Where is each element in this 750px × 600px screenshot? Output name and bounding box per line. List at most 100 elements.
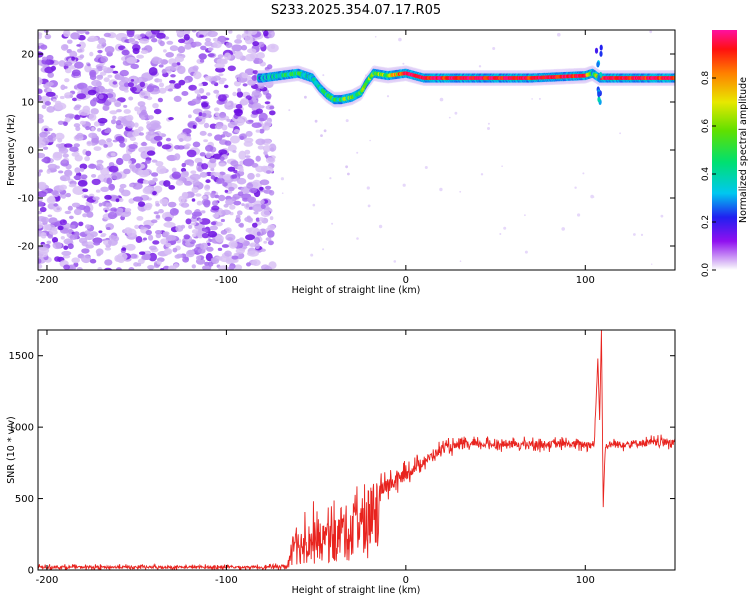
noise-blob <box>242 158 255 167</box>
noise-blob <box>130 63 139 70</box>
noise-blob <box>180 224 186 229</box>
noise-blob <box>135 236 143 243</box>
noise-blob <box>196 200 203 206</box>
noise-blob <box>267 230 275 238</box>
noise-blob <box>150 219 158 224</box>
disturbance-blob <box>596 61 600 68</box>
noise-blob <box>141 109 147 116</box>
snr-panel: 0 500 1000 1500 -200 -100 0 100 Height of stra… <box>6 329 676 596</box>
noise-dot <box>288 109 291 112</box>
x-tick-label: 0 <box>403 275 409 286</box>
noise-blob <box>207 132 213 137</box>
noise-blob <box>224 140 232 146</box>
noise-blob <box>169 80 176 84</box>
noise-blob <box>124 227 133 234</box>
noise-blob <box>174 55 184 63</box>
noise-blob <box>97 267 103 270</box>
noise-blob <box>222 182 228 187</box>
noise-blob <box>45 91 56 97</box>
noise-blob <box>169 208 179 216</box>
noise-blob <box>81 255 92 264</box>
noise-blob <box>188 114 192 119</box>
noise-blob <box>137 101 146 107</box>
noise-blob <box>115 198 120 203</box>
noise-blob <box>211 205 220 211</box>
noise-blob <box>184 43 192 50</box>
noise-blob <box>255 217 260 222</box>
noise-blob <box>183 135 192 142</box>
noise-blob <box>67 39 73 44</box>
noise-blob <box>190 222 197 226</box>
colorbar-tick-label: 0.2 <box>701 215 711 229</box>
noise-blob <box>153 211 159 215</box>
noise-blob <box>251 110 260 115</box>
noise-blob <box>140 142 148 147</box>
noise-blob <box>63 121 68 127</box>
noise-blob <box>222 174 233 181</box>
noise-blob <box>132 196 144 202</box>
noise-blob <box>166 40 174 45</box>
noise-blob <box>85 224 91 230</box>
noise-blob <box>106 227 111 230</box>
noise-blob <box>219 112 227 118</box>
noise-blob <box>82 188 89 193</box>
noise-blob <box>252 203 264 212</box>
noise-blob <box>41 104 47 110</box>
noise-blob <box>182 30 190 35</box>
noise-dot <box>454 111 458 115</box>
figure-title: S233.2025.354.07.17.R05 <box>271 3 441 18</box>
noise-dot <box>651 263 653 265</box>
noise-blob <box>246 262 251 267</box>
noise-blob <box>106 177 113 185</box>
noise-blob <box>167 88 173 92</box>
noise-blob <box>160 238 169 245</box>
signal-track <box>256 44 675 176</box>
noise-blob <box>247 250 259 257</box>
noise-dot <box>322 74 325 77</box>
noise-blob <box>122 153 131 162</box>
noise-blob <box>176 30 184 36</box>
noise-blob <box>158 209 164 214</box>
noise-blob <box>198 53 207 60</box>
noise-blob <box>201 112 207 117</box>
noise-blob <box>220 59 228 65</box>
noise-blob <box>153 135 163 141</box>
noise-blob <box>38 181 47 187</box>
noise-blob <box>52 98 57 103</box>
noise-blob <box>253 58 264 64</box>
noise-blob <box>103 32 112 38</box>
noise-blob <box>256 52 265 59</box>
noise-blob <box>218 162 226 167</box>
noise-blob <box>127 160 132 164</box>
noise-blob <box>73 105 81 111</box>
noise-blob <box>214 62 225 69</box>
noise-blobs <box>38 30 664 270</box>
noise-blob <box>184 181 193 186</box>
noise-blob <box>203 139 209 143</box>
noise-blob <box>77 180 88 187</box>
noise-blob <box>167 201 177 208</box>
noise-dot <box>367 204 371 208</box>
noise-blob <box>244 149 251 155</box>
noise-blob <box>196 93 201 97</box>
noise-dot <box>378 224 383 229</box>
noise-dot <box>402 183 406 187</box>
noise-blob <box>78 237 88 244</box>
noise-blob <box>54 221 60 226</box>
noise-blob <box>38 191 47 198</box>
noise-blob <box>185 218 192 225</box>
noise-blob <box>38 136 43 142</box>
noise-blob <box>140 92 146 96</box>
noise-blob <box>178 138 184 142</box>
noise-blob <box>260 204 266 210</box>
noise-blob <box>176 253 183 259</box>
noise-blob <box>38 263 43 269</box>
noise-blob <box>237 165 244 171</box>
noise-blob <box>137 201 146 207</box>
noise-blob <box>111 119 116 125</box>
artifact-dot <box>347 172 350 176</box>
noise-dot <box>402 62 405 65</box>
noise-blob <box>63 245 69 250</box>
noise-blob <box>199 59 205 63</box>
